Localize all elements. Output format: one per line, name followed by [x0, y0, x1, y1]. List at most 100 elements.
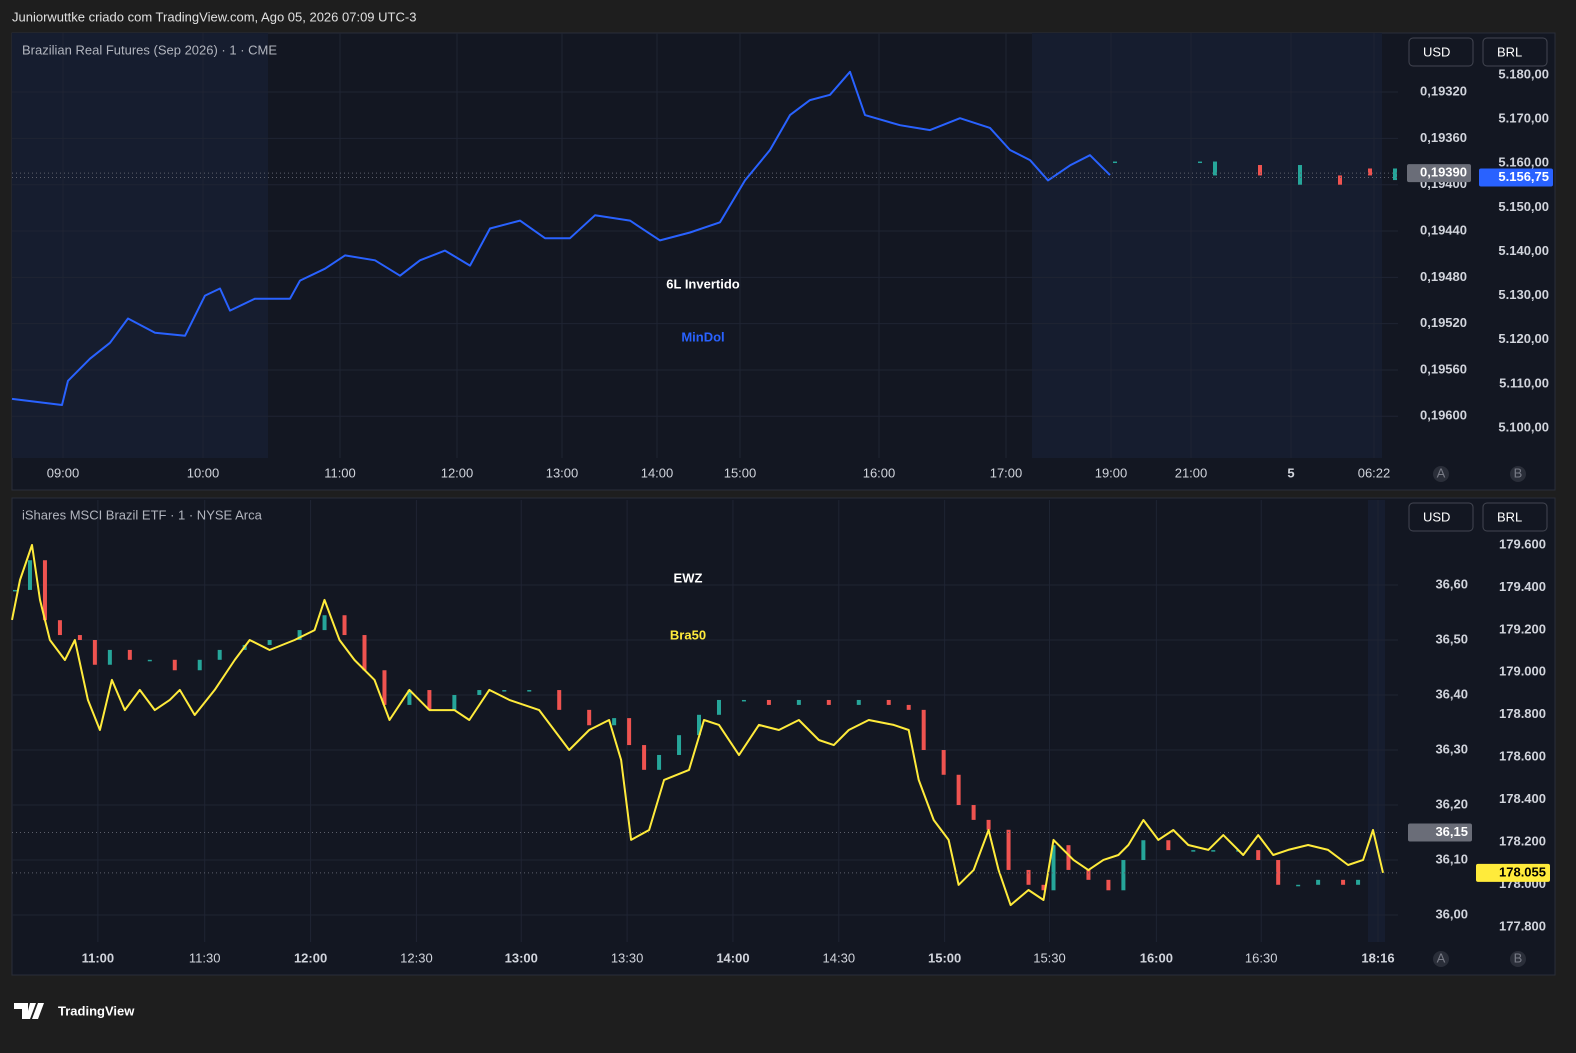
candle	[856, 699, 861, 705]
x-tick-label: 19:00	[1095, 465, 1128, 480]
y2-tick-label: 36,20	[1435, 796, 1468, 811]
candle	[77, 635, 82, 640]
y-tick-label: 5.110,00	[1499, 375, 1549, 390]
candle	[921, 709, 926, 751]
y-tick-label: 178.400	[1499, 791, 1546, 806]
price-badge	[1479, 168, 1553, 187]
candle	[986, 819, 991, 830]
scale-button[interactable]	[1433, 951, 1449, 967]
scale-button[interactable]	[1433, 466, 1449, 482]
currency-button-label[interactable]: USD	[1423, 44, 1450, 59]
header: Juniorwuttke criado com TradingView.com,…	[12, 9, 416, 24]
currency-button[interactable]	[1408, 37, 1474, 67]
chart-title: iShares MSCI Brazil ETF · 1 · NYSE Arca	[22, 507, 263, 522]
candle	[217, 649, 222, 660]
y-tick-label: 178.200	[1499, 833, 1546, 848]
scale-button[interactable]	[1510, 466, 1526, 482]
y2-tick-label: 36,50	[1435, 631, 1468, 646]
currency-button[interactable]	[1408, 502, 1474, 532]
x-tick-label: 17:00	[990, 465, 1023, 480]
candle	[657, 754, 662, 770]
candle	[172, 659, 177, 671]
candle	[1356, 879, 1361, 885]
y-tick-label: 5.120,00	[1498, 331, 1549, 346]
candle	[1066, 845, 1071, 870]
y-tick-label: 5.150,00	[1498, 199, 1549, 214]
x-tick-label: 13:00	[505, 950, 538, 965]
price-badge	[1407, 164, 1471, 183]
x-tick-label: 10:00	[187, 465, 220, 480]
x-tick-label: 14:00	[641, 465, 674, 480]
scale-button-label[interactable]: B	[1514, 950, 1523, 965]
scale-button-label[interactable]: A	[1437, 950, 1446, 965]
x-tick-label: 15:00	[724, 465, 757, 480]
candle	[1191, 850, 1196, 852]
x-tick-label: 12:00	[294, 950, 327, 965]
currency-button[interactable]	[1482, 37, 1548, 67]
candle	[1113, 161, 1117, 164]
candle	[127, 649, 132, 660]
y-tick-label: 5.130,00	[1498, 287, 1549, 302]
candle	[796, 699, 801, 705]
candle	[427, 690, 432, 710]
candle	[57, 620, 62, 636]
x-tick-label: 21:00	[1175, 465, 1208, 480]
y-tick-label: 179.000	[1499, 664, 1546, 679]
candle	[1141, 840, 1146, 861]
y2-tick-label: 0,19360	[1420, 130, 1467, 145]
y-tick-label: 5.180,00	[1498, 66, 1549, 81]
candle	[1368, 168, 1372, 176]
y-tick-label: 178.800	[1499, 706, 1546, 721]
x-tick-label: 15:00	[928, 950, 961, 965]
candle	[1256, 850, 1261, 861]
candle	[1316, 879, 1321, 885]
scale-button[interactable]	[1510, 951, 1526, 967]
logo-mark	[14, 1003, 44, 1019]
candle	[197, 659, 202, 671]
candle	[477, 690, 482, 696]
currency-button-label[interactable]: USD	[1423, 509, 1450, 524]
candle	[886, 699, 891, 705]
x-tick-label: 16:00	[863, 465, 896, 480]
candle	[92, 639, 97, 665]
candle	[1341, 879, 1346, 885]
candle	[1121, 860, 1126, 891]
series-line	[11, 544, 1384, 907]
currency-button[interactable]	[1482, 502, 1548, 532]
candle	[1213, 161, 1217, 176]
y2-tick-label: 0,19560	[1420, 361, 1467, 376]
currency-button-label[interactable]: BRL	[1497, 509, 1522, 524]
candle	[1276, 860, 1281, 885]
price-badge-label: 178.055	[1499, 864, 1546, 879]
scale-button-label[interactable]: A	[1437, 465, 1446, 480]
candle	[42, 560, 47, 621]
currency-button-label[interactable]: BRL	[1497, 44, 1522, 59]
x-tick-label: 15:30	[1033, 950, 1066, 965]
y-tick-label: 5.160,00	[1498, 155, 1549, 170]
candle	[407, 690, 412, 705]
price-badge	[1476, 863, 1550, 882]
session-shade	[1368, 500, 1385, 942]
candle	[1166, 840, 1171, 851]
x-tick-label: 09:00	[47, 465, 80, 480]
candle	[1258, 165, 1262, 176]
candle	[1086, 869, 1091, 880]
scale-button-label[interactable]: B	[1514, 465, 1523, 480]
x-tick-label: 14:30	[823, 950, 856, 965]
x-tick-label: 16:30	[1245, 950, 1278, 965]
y2-tick-label: 36,30	[1435, 741, 1468, 756]
candle	[1338, 175, 1342, 185]
price-badge	[1408, 823, 1472, 842]
x-tick-label: 12:30	[400, 950, 433, 965]
y-tick-label: 5.140,00	[1498, 243, 1549, 258]
legend-label: EWZ	[674, 570, 703, 585]
session-shade	[1032, 33, 1382, 458]
y2-tick-label: 36,60	[1435, 576, 1468, 591]
candle	[1106, 879, 1111, 891]
candle	[27, 560, 32, 590]
candle	[642, 745, 647, 770]
price-badge-label: 36,15	[1435, 824, 1468, 839]
candle	[297, 630, 302, 640]
candle	[716, 699, 721, 715]
y2-tick-label: 36,10	[1435, 851, 1468, 866]
